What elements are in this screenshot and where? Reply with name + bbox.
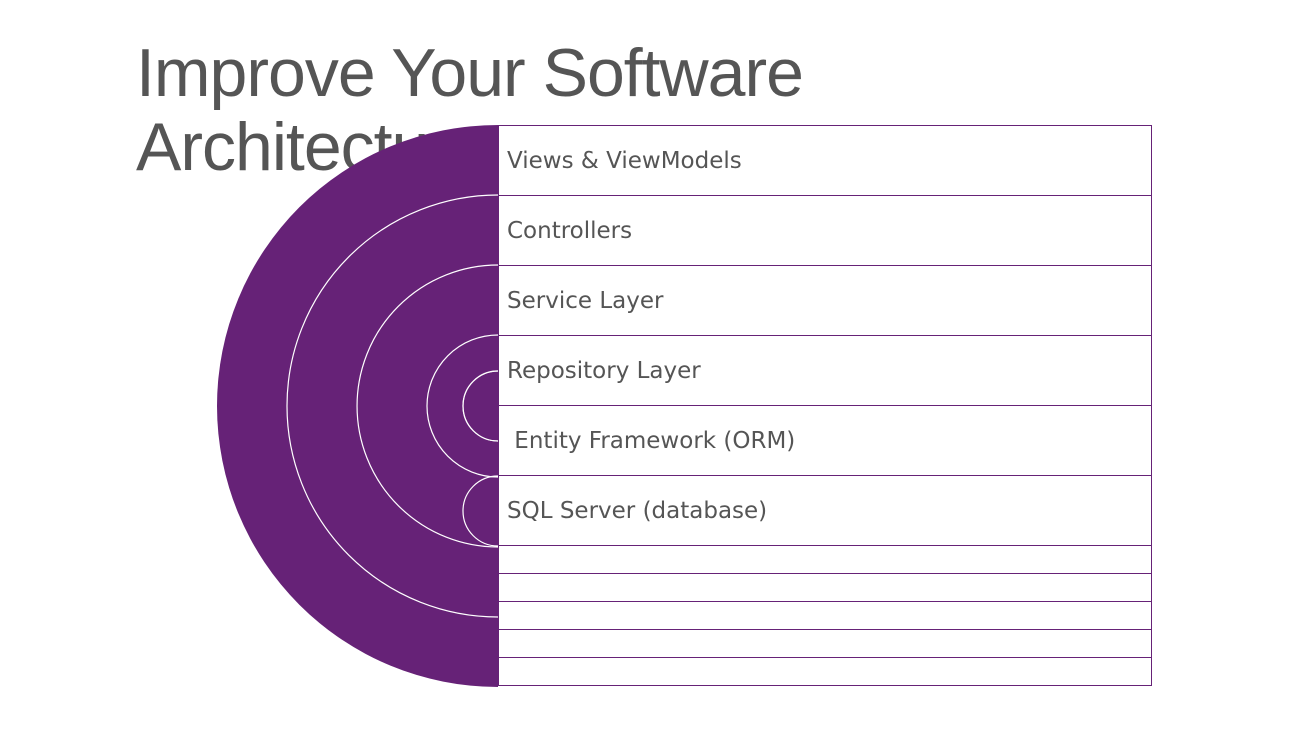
layer-ring-4 bbox=[426, 334, 499, 478]
layer-ring-6 bbox=[462, 370, 499, 442]
layer-row-5 bbox=[498, 405, 1152, 476]
layer-row-8 bbox=[498, 573, 1152, 602]
layer-row-10 bbox=[498, 629, 1152, 658]
layer-ring-3 bbox=[356, 264, 499, 548]
layer-label-5: Entity Framework (ORM) bbox=[507, 428, 795, 454]
layer-row-4 bbox=[498, 335, 1152, 406]
layer-label-4: Repository Layer bbox=[507, 358, 701, 384]
layer-row-9 bbox=[498, 601, 1152, 630]
layer-row-7 bbox=[498, 545, 1152, 574]
layer-label-2: Controllers bbox=[507, 218, 632, 244]
layer-row-6 bbox=[498, 475, 1152, 546]
layer-row-11 bbox=[498, 657, 1152, 686]
layer-ring-core bbox=[462, 475, 499, 547]
layer-label-3: Service Layer bbox=[507, 288, 664, 314]
layer-row-2 bbox=[498, 195, 1152, 266]
layer-row-1 bbox=[498, 125, 1152, 196]
layer-row-3 bbox=[498, 265, 1152, 336]
layer-label-6: SQL Server (database) bbox=[507, 498, 767, 524]
layer-label-1: Views & ViewModels bbox=[507, 148, 742, 174]
layer-ring-2 bbox=[286, 194, 499, 618]
